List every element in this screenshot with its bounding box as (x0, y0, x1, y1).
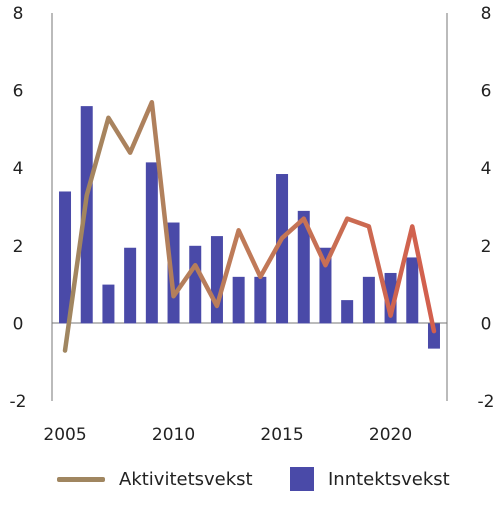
line-aktivitetsvekst (62, 99, 437, 353)
bar-inntektsvekst-2018 (341, 300, 354, 324)
legend-line-swatch (57, 476, 105, 482)
line-series (62, 99, 437, 353)
bar-inntektsvekst-2012 (210, 236, 223, 324)
y-tick-right-8: 8 (481, 4, 492, 24)
legend-label-inntektsvekst: Inntektsvekst (328, 468, 450, 490)
bar-inntektsvekst-2013 (232, 276, 245, 324)
y-tick-left-8: 8 (13, 4, 24, 24)
bar-series (59, 106, 440, 349)
bar-inntektsvekst-2022 (427, 323, 440, 349)
bar-inntektsvekst-2015 (276, 174, 289, 324)
bar-inntektsvekst-2014 (254, 276, 267, 324)
legend-label-aktivitetsvekst: Aktivitetsvekst (119, 468, 253, 490)
bar-inntektsvekst-2006 (80, 106, 93, 324)
y-axis-right-ticks: -2 0 2 4 6 8 (478, 4, 495, 412)
bar-inntektsvekst-2010 (167, 222, 180, 324)
y-tick-right-4: 4 (481, 159, 492, 179)
bar-inntektsvekst-2017 (319, 247, 332, 324)
y-tick-left--2: -2 (10, 392, 27, 412)
y-tick-right--2: -2 (478, 392, 495, 412)
legend-bar-swatch (290, 467, 314, 491)
bar-inntektsvekst-2007 (102, 284, 115, 324)
bar-inntektsvekst-2009 (145, 162, 158, 324)
x-tick-2015: 2015 (260, 425, 303, 445)
legend-item-inntektsvekst: Inntektsvekst (290, 462, 450, 496)
bar-inntektsvekst-2005 (59, 191, 72, 324)
plot-area (51, 13, 448, 401)
y-tick-right-0: 0 (481, 314, 492, 334)
bar-inntektsvekst-2016 (297, 210, 310, 324)
y-tick-right-2: 2 (481, 237, 492, 257)
bar-inntektsvekst-2021 (406, 257, 419, 324)
y-tick-left-6: 6 (13, 82, 24, 102)
bar-inntektsvekst-2011 (189, 245, 202, 324)
legend: Aktivitetsvekst Inntektsvekst (0, 462, 500, 496)
bar-inntektsvekst-2019 (362, 276, 375, 324)
y-tick-left-4: 4 (13, 159, 24, 179)
x-tick-2020: 2020 (369, 425, 412, 445)
legend-item-aktivitetsvekst: Aktivitetsvekst (57, 462, 253, 496)
y-tick-left-2: 2 (13, 237, 24, 257)
bar-inntektsvekst-2008 (124, 247, 137, 324)
x-axis-ticks: 2005 2010 2015 2020 (43, 425, 412, 445)
y-axis-left-ticks: -2 0 2 4 6 8 (10, 4, 27, 412)
y-tick-right-6: 6 (481, 82, 492, 102)
y-tick-left-0: 0 (13, 314, 24, 334)
x-tick-2005: 2005 (43, 425, 86, 445)
x-tick-2010: 2010 (152, 425, 195, 445)
